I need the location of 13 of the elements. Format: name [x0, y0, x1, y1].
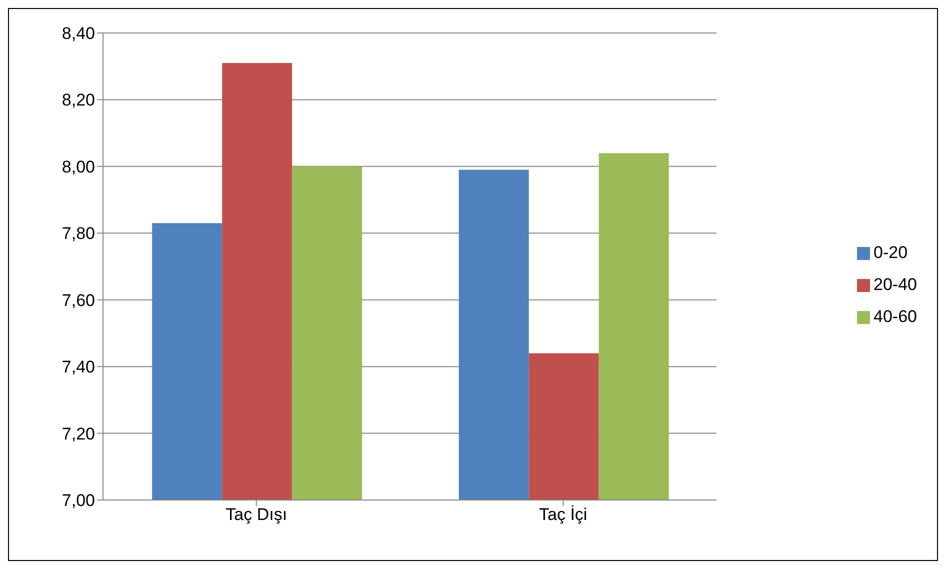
y-tick-label: 8,40 [62, 24, 95, 44]
x-tick-label: Taç İçi [539, 505, 588, 524]
legend-label: 0-20 [874, 242, 908, 262]
legend-label: 20-40 [874, 274, 917, 294]
y-tick-label: 7,80 [62, 224, 95, 244]
y-tick-label: 8,20 [62, 90, 95, 110]
y-tick-label: 7,20 [62, 424, 95, 444]
y-tick-label: 7,00 [62, 491, 95, 510]
legend-label: 40-60 [874, 306, 917, 326]
y-tick-label: 8,00 [62, 157, 95, 176]
y-tick-label: 7,60 [62, 290, 95, 310]
x-tick-label: Taç Dışı [226, 505, 288, 524]
y-tick-label: 7,40 [62, 358, 95, 377]
